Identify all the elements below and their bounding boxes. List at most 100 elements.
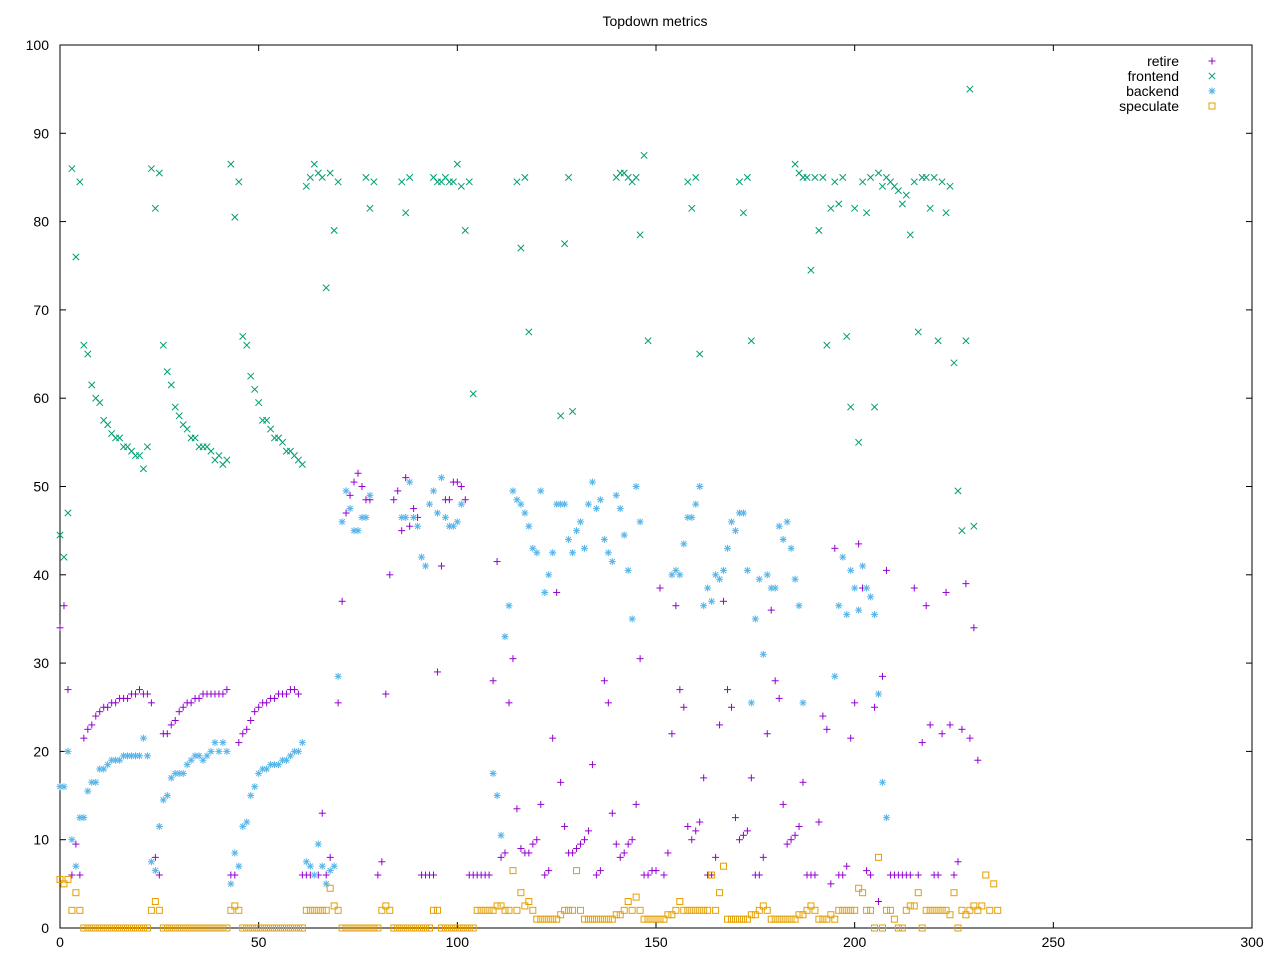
backend-point [569, 549, 577, 557]
speculate-point [80, 924, 88, 932]
retire-point [175, 708, 183, 716]
frontend-point [743, 173, 751, 182]
speculate-point [616, 911, 624, 919]
backend-point [147, 858, 155, 866]
retire-point [759, 853, 767, 861]
retire-point [922, 602, 930, 610]
backend-point [561, 500, 569, 508]
backend-point [509, 487, 517, 495]
speculate-point [112, 924, 120, 932]
speculate-point [664, 911, 672, 919]
retire-point [124, 694, 132, 702]
retire-point [684, 822, 692, 830]
retire-point [342, 509, 350, 517]
speculate-point [370, 924, 378, 932]
backend-point [151, 867, 159, 875]
backend-point [771, 584, 779, 592]
retire-point [632, 800, 640, 808]
speculate-point [449, 924, 457, 932]
series-frontend [56, 85, 978, 561]
retire-point [771, 677, 779, 685]
frontend-point [835, 200, 843, 208]
legend-label-frontend: frontend [1128, 68, 1179, 84]
backend-point [517, 500, 525, 508]
speculate-point [886, 906, 894, 914]
backend-point [696, 483, 704, 490]
retire-point [664, 849, 672, 857]
speculate-point [795, 911, 803, 919]
frontend-point [159, 341, 167, 349]
retire-point [374, 871, 382, 879]
retire-point [76, 871, 84, 879]
retire-point [787, 836, 795, 844]
frontend-point [366, 204, 374, 212]
legend-marker-backend [1208, 87, 1216, 95]
backend-point [755, 575, 763, 583]
frontend-point [827, 204, 835, 212]
speculate-point [88, 924, 96, 932]
speculate-point [573, 867, 581, 875]
x-tick-label: 0 [56, 934, 64, 950]
speculate-point [175, 924, 183, 932]
frontend-point [183, 425, 191, 433]
retire-point [489, 677, 497, 685]
frontend-point [898, 200, 906, 208]
speculate-point [235, 906, 243, 914]
speculate-point [934, 906, 942, 914]
retire-point [406, 522, 414, 530]
speculate-point [120, 924, 128, 932]
frontend-point [72, 253, 80, 261]
retire-point [290, 686, 298, 694]
speculate-point [247, 924, 255, 932]
speculate-point [624, 898, 632, 906]
speculate-point [386, 906, 394, 914]
retire-point [596, 867, 604, 875]
frontend-point [902, 191, 910, 199]
speculate-point [279, 924, 287, 932]
backend-point [580, 544, 588, 552]
retire-point [946, 721, 954, 729]
speculate-point [179, 924, 187, 932]
backend-point [743, 566, 751, 574]
frontend-point [696, 350, 704, 358]
speculate-point [565, 906, 573, 914]
retire-point [195, 694, 203, 702]
speculate-point [716, 889, 724, 897]
backend-point [708, 597, 716, 605]
speculate-point [799, 911, 807, 919]
speculate-point [954, 924, 962, 932]
frontend-point [847, 403, 855, 411]
backend-point [878, 778, 886, 786]
retire-point [600, 677, 608, 685]
backend-point [747, 699, 755, 707]
speculate-point [422, 924, 430, 932]
frontend-point [688, 204, 696, 212]
speculate-point [310, 906, 318, 914]
frontend-point [692, 173, 700, 182]
speculate-point [354, 924, 362, 932]
speculate-point [680, 906, 688, 914]
retire-point [839, 871, 847, 879]
backend-point [577, 518, 585, 526]
backend-point [775, 522, 783, 530]
speculate-point [783, 915, 791, 923]
retire-point [958, 725, 966, 733]
retire-point [688, 836, 696, 844]
speculate-point [938, 906, 946, 914]
retire-point [815, 818, 823, 826]
retire-point [112, 699, 120, 707]
retire-point [763, 730, 771, 738]
retire-point [294, 690, 302, 698]
retire-point [644, 871, 652, 879]
speculate-point [656, 915, 664, 923]
retire-point [72, 840, 80, 848]
x-tick-label: 300 [1240, 934, 1264, 950]
speculate-point [513, 906, 521, 914]
speculate-point [298, 924, 306, 932]
backend-point [215, 747, 223, 755]
speculate-point [859, 889, 867, 897]
speculate-point [350, 924, 358, 932]
backend-point [799, 699, 807, 707]
frontend-point [167, 381, 175, 389]
backend-point [247, 792, 255, 800]
